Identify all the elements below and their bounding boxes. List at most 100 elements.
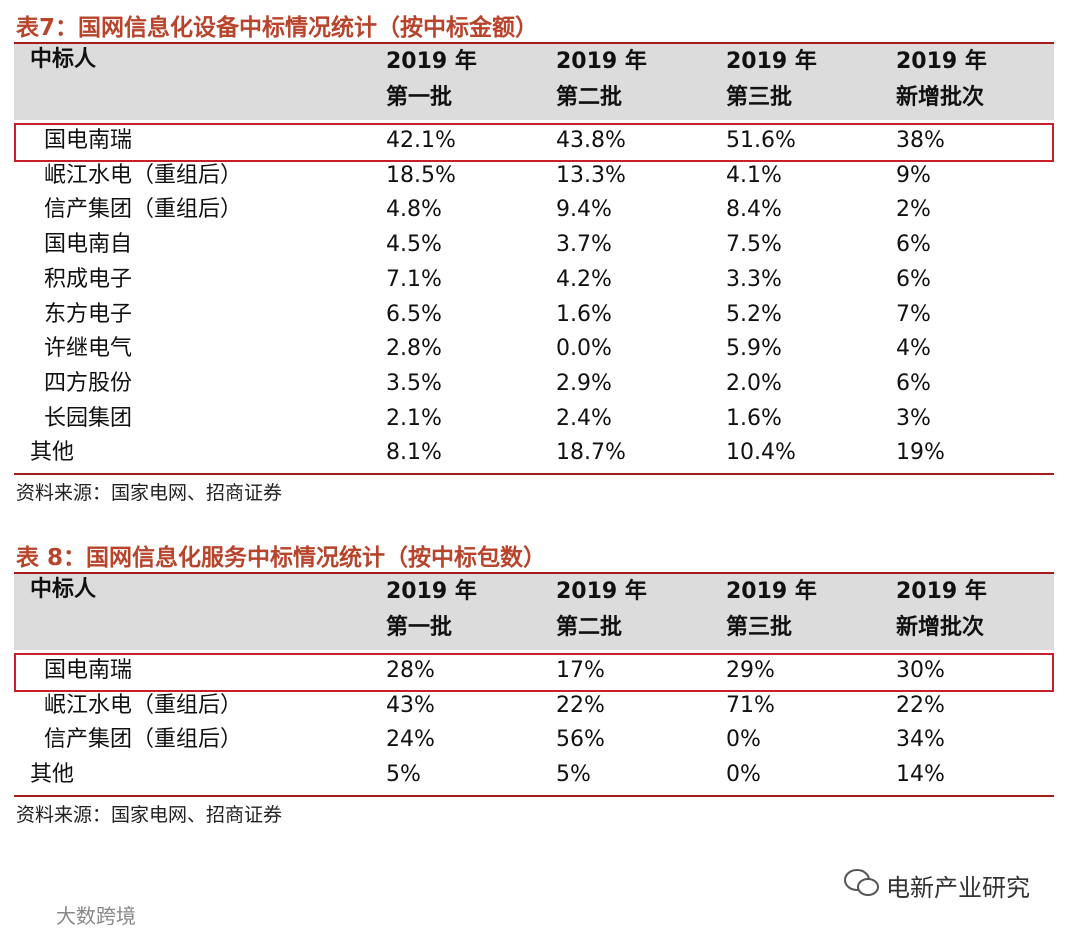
table-cell: 28% bbox=[386, 658, 435, 683]
table-cell: 56% bbox=[556, 727, 605, 753]
rule bbox=[14, 794, 1054, 797]
table-cell: 6% bbox=[896, 370, 931, 396]
table-cell: 42.1% bbox=[386, 128, 456, 153]
header-cell: 中标人 bbox=[30, 577, 97, 602]
table-cell: 8.4% bbox=[726, 197, 782, 223]
table-cell: 2.8% bbox=[386, 336, 442, 362]
brand: 电新产业研究 bbox=[886, 874, 1030, 902]
table-cell: 东方电子 bbox=[44, 301, 133, 327]
table-cell: 0% bbox=[726, 727, 761, 753]
table-cell: 国电南瑞 bbox=[44, 128, 133, 153]
header-cell: 2019 年 bbox=[556, 579, 647, 604]
table-cell: 17% bbox=[556, 658, 605, 683]
table-cell: 4.2% bbox=[556, 266, 612, 292]
table-cell: 2.0% bbox=[726, 370, 782, 396]
table-cell: 22% bbox=[556, 692, 605, 718]
table-cell: 岷江水电（重组后） bbox=[44, 692, 243, 718]
table-cell: 3.5% bbox=[386, 370, 442, 396]
table-cell: 6.5% bbox=[386, 301, 442, 327]
table-cell: 4.8% bbox=[386, 197, 442, 223]
table-cell: 10.4% bbox=[726, 440, 796, 466]
header-bg bbox=[14, 44, 1054, 120]
table-cell: 5% bbox=[386, 762, 421, 788]
table-cell: 许继电气 bbox=[44, 336, 133, 362]
table-cell: 2.9% bbox=[556, 370, 612, 396]
table-cell: 18.7% bbox=[556, 440, 626, 466]
header-cell: 新增批次 bbox=[896, 85, 985, 110]
watermark: 大数跨境 bbox=[56, 904, 136, 928]
table-cell: 4.1% bbox=[726, 162, 782, 188]
header-cell: 2019 年 bbox=[386, 579, 477, 604]
rule bbox=[14, 473, 1054, 475]
header-cell: 第二批 bbox=[556, 85, 623, 110]
highlight-box bbox=[14, 653, 1054, 692]
table-cell: 2.4% bbox=[556, 405, 612, 431]
table-cell: 51.6% bbox=[726, 128, 796, 153]
header-cell: 第二批 bbox=[556, 615, 623, 640]
table-cell: 8.1% bbox=[386, 440, 442, 466]
table-cell: 2.1% bbox=[386, 405, 442, 431]
table-cell: 1.6% bbox=[726, 405, 782, 431]
table-cell: 7.1% bbox=[386, 266, 442, 292]
table-cell: 24% bbox=[386, 727, 435, 753]
table-cell: 14% bbox=[896, 762, 945, 788]
wechat-icon bbox=[844, 869, 879, 896]
table-cell: 43.8% bbox=[556, 128, 626, 153]
table-cell: 四方股份 bbox=[44, 370, 133, 396]
table-cell: 4.5% bbox=[386, 232, 442, 258]
header-cell: 第三批 bbox=[726, 615, 793, 640]
source: 资料来源：国家电网、招商证券 bbox=[16, 803, 283, 826]
table-cell: 3.3% bbox=[726, 266, 782, 292]
table-cell: 5.2% bbox=[726, 301, 782, 327]
table-cell: 13.3% bbox=[556, 162, 626, 188]
table-cell: 6% bbox=[896, 232, 931, 258]
source: 资料来源：国家电网、招商证券 bbox=[16, 482, 283, 504]
header-cell: 2019 年 bbox=[896, 49, 987, 74]
header-cell: 2019 年 bbox=[556, 49, 647, 74]
table-cell: 34% bbox=[896, 727, 945, 753]
header-cell: 2019 年 bbox=[896, 579, 987, 604]
table-cell: 43% bbox=[386, 692, 435, 718]
header-cell: 第一批 bbox=[386, 615, 453, 640]
rule bbox=[14, 572, 1054, 574]
table-cell: 3.7% bbox=[556, 232, 612, 258]
table-cell: 其他 bbox=[30, 762, 75, 788]
table-cell: 国电南瑞 bbox=[44, 658, 133, 683]
table-cell: 9.4% bbox=[556, 197, 612, 223]
header-cell: 2019 年 bbox=[386, 49, 477, 74]
table-title: 表 8：国网信息化服务中标情况统计（按中标包数） bbox=[16, 545, 547, 571]
table-cell: 1.6% bbox=[556, 301, 612, 327]
table-title: 表7：国网信息化设备中标情况统计（按中标金额） bbox=[16, 15, 539, 41]
header-cell: 第三批 bbox=[726, 85, 793, 110]
table-cell: 30% bbox=[896, 658, 945, 683]
table-cell: 5% bbox=[556, 762, 591, 788]
table-cell: 岷江水电（重组后） bbox=[44, 162, 243, 188]
table-cell: 6% bbox=[896, 266, 931, 292]
table-cell: 29% bbox=[726, 658, 775, 683]
table-cell: 2% bbox=[896, 197, 931, 223]
header-bg bbox=[14, 574, 1054, 650]
table-cell: 7.5% bbox=[726, 232, 782, 258]
header-cell: 中标人 bbox=[30, 47, 97, 72]
table-cell: 71% bbox=[726, 692, 775, 718]
table-cell: 其他 bbox=[30, 440, 75, 466]
table-cell: 0% bbox=[726, 762, 761, 788]
table-cell: 4% bbox=[896, 336, 931, 362]
table-cell: 长园集团 bbox=[44, 405, 133, 431]
table-cell: 38% bbox=[896, 128, 945, 153]
table-cell: 信产集团（重组后） bbox=[44, 727, 243, 753]
header-cell: 2019 年 bbox=[726, 49, 817, 74]
table-cell: 7% bbox=[896, 301, 931, 327]
table-cell: 信产集团（重组后） bbox=[44, 197, 243, 223]
highlight-box bbox=[14, 123, 1054, 162]
table-cell: 3% bbox=[896, 405, 931, 431]
header-cell: 第一批 bbox=[386, 85, 453, 110]
header-cell: 新增批次 bbox=[896, 615, 985, 640]
header-cell: 2019 年 bbox=[726, 579, 817, 604]
table-cell: 19% bbox=[896, 440, 945, 466]
table-cell: 积成电子 bbox=[44, 266, 133, 292]
table-cell: 国电南自 bbox=[44, 232, 133, 258]
table-cell: 18.5% bbox=[386, 162, 456, 188]
table-cell: 22% bbox=[896, 692, 945, 718]
